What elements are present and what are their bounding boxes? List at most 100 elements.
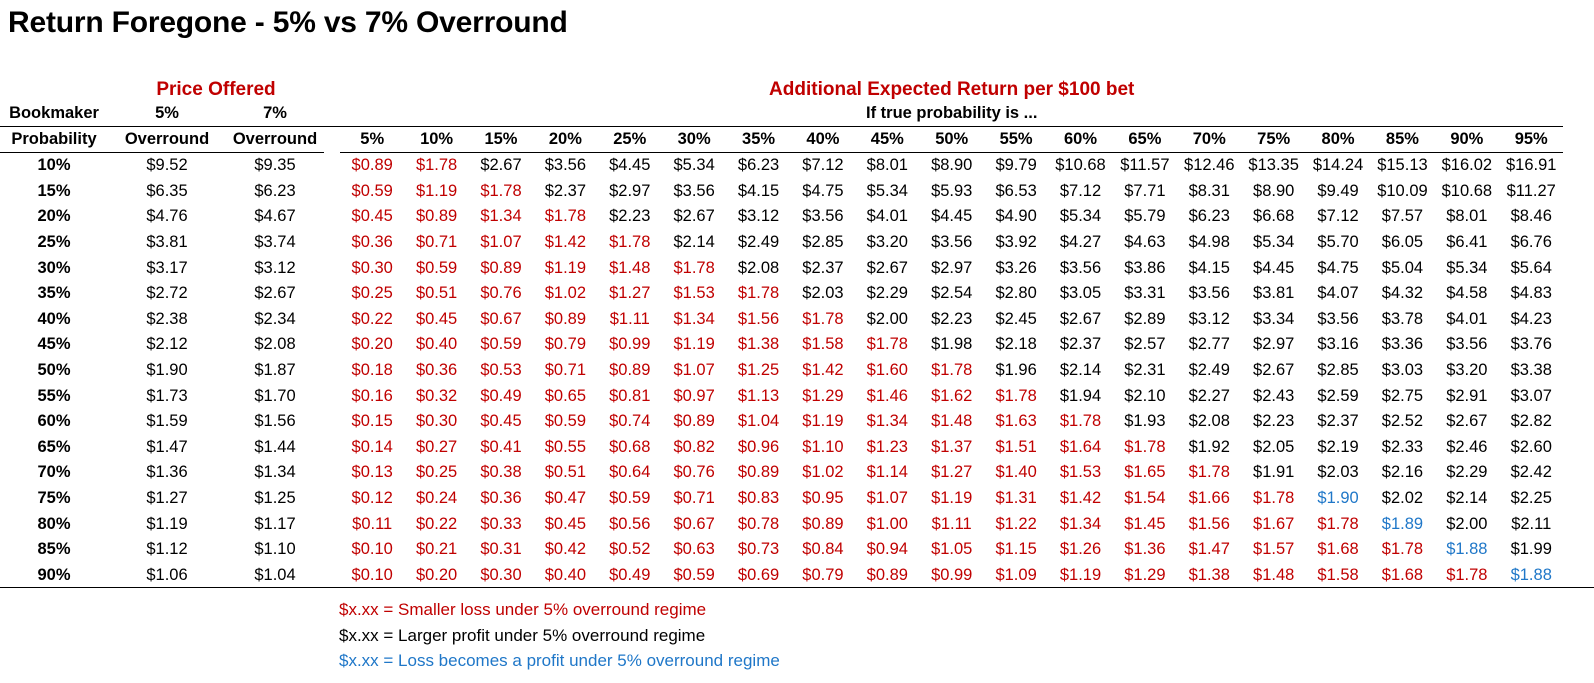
bookmaker-probability-cell: 15%	[37, 181, 71, 200]
expected-return-cell: $2.37	[544, 181, 587, 200]
expected-return-cell: $0.84	[802, 540, 844, 559]
table-row: 90% $1.06 $1.04 $0.10 $0.20 $0.30 $0.40 $0.49 $0…	[0, 563, 1563, 589]
expected-return-cell: $5.34	[866, 181, 908, 200]
price-7pct-cell: $1.17	[254, 514, 296, 533]
expected-return-cell: $1.64	[1059, 437, 1102, 456]
additional-return-heading: Additional Expected Return per $100 bet	[769, 79, 1135, 100]
price-7pct-cell: $2.67	[254, 284, 296, 303]
expected-return-cell: $12.46	[1184, 156, 1235, 175]
expected-return-cell: $2.80	[995, 284, 1037, 303]
expected-return-cell: $1.94	[1059, 386, 1102, 405]
expected-return-cell: $1.42	[544, 233, 587, 252]
expected-return-cell: $8.01	[1446, 207, 1488, 226]
expected-return-cell: $4.63	[1124, 233, 1166, 252]
expected-return-cell: $2.14	[1446, 489, 1488, 508]
true-prob-col-header: 90%	[1434, 126, 1500, 153]
expected-return-cell: $3.86	[1124, 258, 1166, 277]
expected-return-cell: $1.15	[995, 540, 1037, 559]
expected-return-cell: $4.45	[931, 207, 973, 226]
expected-return-cell: $0.79	[802, 565, 844, 584]
expected-return-cell: $1.34	[673, 309, 715, 328]
expected-return-cell: $1.22	[995, 514, 1037, 533]
legend-smaller-loss: $x.xx = Smaller loss under 5% overround …	[339, 600, 707, 619]
expected-return-cell: $1.78	[995, 386, 1037, 405]
expected-return-cell: $1.60	[866, 361, 908, 380]
expected-return-cell: $0.10	[351, 565, 393, 584]
price-5pct-cell: $1.90	[146, 361, 188, 380]
expected-return-cell: $0.40	[415, 335, 458, 354]
column-spacer	[324, 435, 340, 461]
expected-return-cell: $3.56	[1188, 284, 1230, 303]
expected-return-cell: $2.16	[1381, 463, 1424, 482]
expected-return-cell: $8.01	[866, 156, 908, 175]
expected-return-cell: $7.12	[1059, 181, 1102, 200]
price-7pct-cell: $4.67	[254, 207, 296, 226]
expected-return-cell: $7.12	[1317, 207, 1359, 226]
expected-return-cell: $3.92	[995, 233, 1037, 252]
column-spacer	[324, 153, 340, 179]
expected-return-cell: $4.75	[1317, 258, 1359, 277]
price-7pct-cell: $1.34	[254, 463, 296, 482]
bookmaker-probability-cell: 50%	[37, 361, 71, 380]
true-prob-col-header: 95%	[1499, 126, 1564, 153]
expected-return-cell: $1.13	[737, 386, 780, 405]
expected-return-cell: $6.23	[1188, 207, 1230, 226]
column-spacer	[324, 358, 340, 384]
expected-return-cell: $0.36	[480, 489, 522, 508]
true-prob-col-header: 10%	[404, 126, 469, 153]
expected-return-cell: $5.70	[1317, 233, 1359, 252]
table-row: 15% $6.35 $6.23 $0.59 $1.19 $1.78 $2.37 $2.97 $3…	[0, 179, 1563, 205]
expected-return-cell: $2.67	[1446, 412, 1488, 431]
table-row: 45% $2.12 $2.08 $0.20 $0.40 $0.59 $0.79 $0.99 $1…	[0, 332, 1563, 358]
expected-return-cell: $0.56	[609, 514, 651, 533]
expected-return-cell: $8.90	[931, 156, 973, 175]
expected-return-cell: $1.99	[1510, 540, 1552, 559]
seven-overround-heading: 7%	[226, 101, 324, 127]
expected-return-cell: $1.27	[931, 463, 973, 482]
expected-return-cell: $0.36	[415, 361, 458, 380]
price-5pct-cell: $1.19	[146, 514, 188, 533]
expected-return-cell: $2.11	[1511, 514, 1552, 533]
table-row: 10% $9.52 $9.35 $0.89 $1.78 $2.67 $3.56 $4.45 $5…	[0, 153, 1563, 179]
true-prob-col-header: 20%	[533, 126, 598, 153]
table-row: 30% $3.17 $3.12 $0.30 $0.59 $0.89 $1.19 $1.48 $1…	[0, 255, 1563, 281]
expected-return-cell: $0.73	[737, 540, 780, 559]
expected-return-cell: $0.49	[480, 386, 522, 405]
expected-return-cell: $3.26	[995, 258, 1037, 277]
expected-return-cell: $1.25	[737, 361, 780, 380]
expected-return-cell: $0.45	[415, 309, 458, 328]
expected-return-cell: $1.42	[1059, 489, 1102, 508]
expected-return-cell: $4.90	[995, 207, 1037, 226]
legend-larger-profit: $x.xx = Larger profit under 5% overround…	[339, 625, 706, 645]
expected-return-cell: $0.52	[609, 540, 651, 559]
expected-return-cell: $7.12	[802, 156, 844, 175]
expected-return-cell: $0.22	[351, 309, 393, 328]
expected-return-cell: $1.54	[1124, 489, 1166, 508]
true-prob-col-header: 80%	[1305, 126, 1371, 153]
expected-return-cell: $1.19	[415, 181, 458, 200]
expected-return-cell: $16.02	[1441, 156, 1493, 175]
expected-return-cell: $1.78	[866, 335, 908, 354]
expected-return-cell: $0.67	[673, 514, 715, 533]
expected-return-cell: $2.03	[1317, 463, 1359, 482]
expected-return-cell: $0.59	[351, 181, 393, 200]
expected-return-cell: $1.53	[673, 284, 715, 303]
table-row: 40% $2.38 $2.34 $0.22 $0.45 $0.67 $0.89 $1.11 $1…	[0, 307, 1563, 333]
expected-return-cell: $2.97	[931, 258, 973, 277]
expected-return-cell: $4.32	[1381, 284, 1424, 303]
expected-return-cell: $2.27	[1188, 386, 1230, 405]
expected-return-cell: $7.71	[1124, 181, 1166, 200]
expected-return-cell: $1.46	[866, 386, 908, 405]
expected-return-cell: $2.37	[802, 258, 844, 277]
expected-return-cell: $1.53	[1059, 463, 1102, 482]
five-overround-heading: 5%	[108, 101, 226, 127]
expected-return-cell: $0.78	[737, 514, 780, 533]
expected-return-cell: $0.30	[480, 565, 522, 584]
column-spacer	[324, 281, 340, 307]
expected-return-cell: $1.19	[544, 258, 587, 277]
expected-return-cell: $1.98	[931, 335, 973, 354]
expected-return-cell: $1.07	[866, 489, 908, 508]
expected-return-cell: $0.36	[351, 233, 393, 252]
expected-return-cell: $1.09	[995, 565, 1037, 584]
expected-return-cell: $2.45	[995, 309, 1037, 328]
